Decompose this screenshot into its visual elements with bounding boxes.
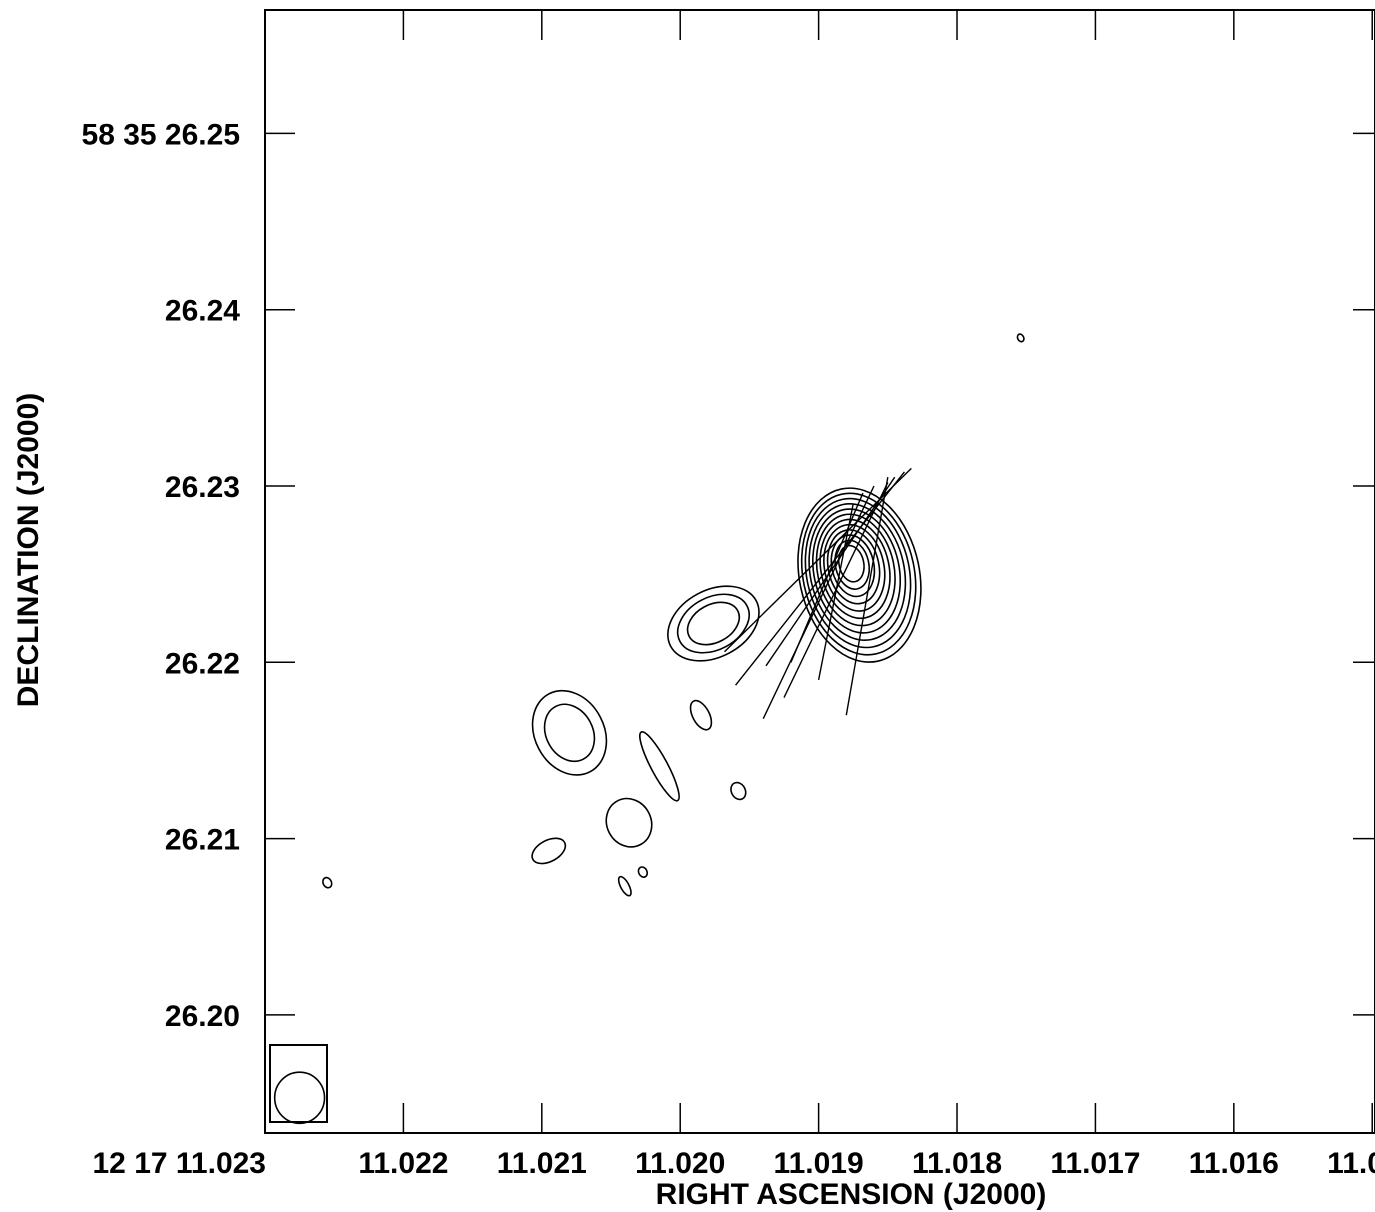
y-axis-title: DECLINATION (J2000): [12, 393, 45, 708]
blob-e-contour: [689, 699, 713, 731]
blob-i-contour: [617, 875, 632, 897]
vector-line: [845, 477, 889, 716]
plot-frame: [264, 9, 1375, 1134]
vector-line: [765, 476, 896, 667]
core-contour: [797, 487, 922, 663]
x-tick-label: 11.018: [912, 1147, 1002, 1180]
knot-a-contour: [676, 593, 750, 654]
core-contour: [834, 539, 871, 590]
core-contour: [808, 503, 907, 641]
vector-line: [817, 503, 854, 681]
y-tick-label: 26.22: [165, 647, 240, 680]
core-contour: [812, 508, 902, 634]
core-contour: [800, 492, 917, 656]
blob-h-contour: [637, 866, 649, 878]
x-tick-label: 11.016: [1189, 1147, 1279, 1180]
x-tick-label: 11.015: [1327, 1147, 1375, 1180]
x-tick-labels: 12 17 11.023 11.022 11.021 11.020 11.019 11.0…: [92, 1147, 1375, 1180]
vector-line: [762, 485, 875, 720]
beam-frame: [269, 1044, 328, 1123]
core-contour: [804, 497, 912, 649]
x-axis-title: RIGHT ASCENSION (J2000): [656, 1178, 1047, 1211]
axis-ticks: [264, 10, 1375, 1133]
x-tick-label: 12 17 11.023: [92, 1147, 266, 1180]
vector-line: [790, 492, 864, 663]
polarization-vectors: [724, 467, 912, 720]
knot-a-contour: [667, 585, 760, 662]
x-tick-label: 11.021: [497, 1147, 587, 1180]
blob-j-contour: [322, 876, 333, 889]
x-tick-label: 11.020: [635, 1147, 725, 1180]
blob-k-contour: [1016, 333, 1025, 343]
x-tick-label: 11.022: [358, 1147, 448, 1180]
y-tick-label: 26.21: [165, 824, 240, 857]
core-contour: [815, 513, 896, 627]
blob-c-contour: [605, 797, 653, 848]
x-tick-label: 11.019: [774, 1147, 864, 1180]
x-tick-label: 11.017: [1050, 1147, 1140, 1180]
knot-b-contour: [531, 689, 608, 776]
blob-d-contour: [531, 837, 567, 865]
blob-f-contour: [639, 731, 680, 802]
contours: [322, 333, 1025, 897]
y-tick-label: 26.24: [165, 295, 240, 328]
y-tick-labels: 58 35 26.25 26.24 26.23 26.22 26.21 26.20: [82, 118, 241, 1032]
beam-ellipse: [273, 1071, 326, 1125]
knot-a-contour: [686, 601, 741, 646]
y-tick-label: 58 35 26.25: [82, 118, 240, 151]
knot-b-contour: [543, 703, 596, 763]
y-tick-label: 26.20: [165, 1000, 240, 1033]
beam-box: [269, 1044, 328, 1125]
core-contour: [823, 523, 886, 612]
y-tick-label: 26.23: [165, 471, 240, 504]
blob-g-contour: [730, 781, 747, 801]
